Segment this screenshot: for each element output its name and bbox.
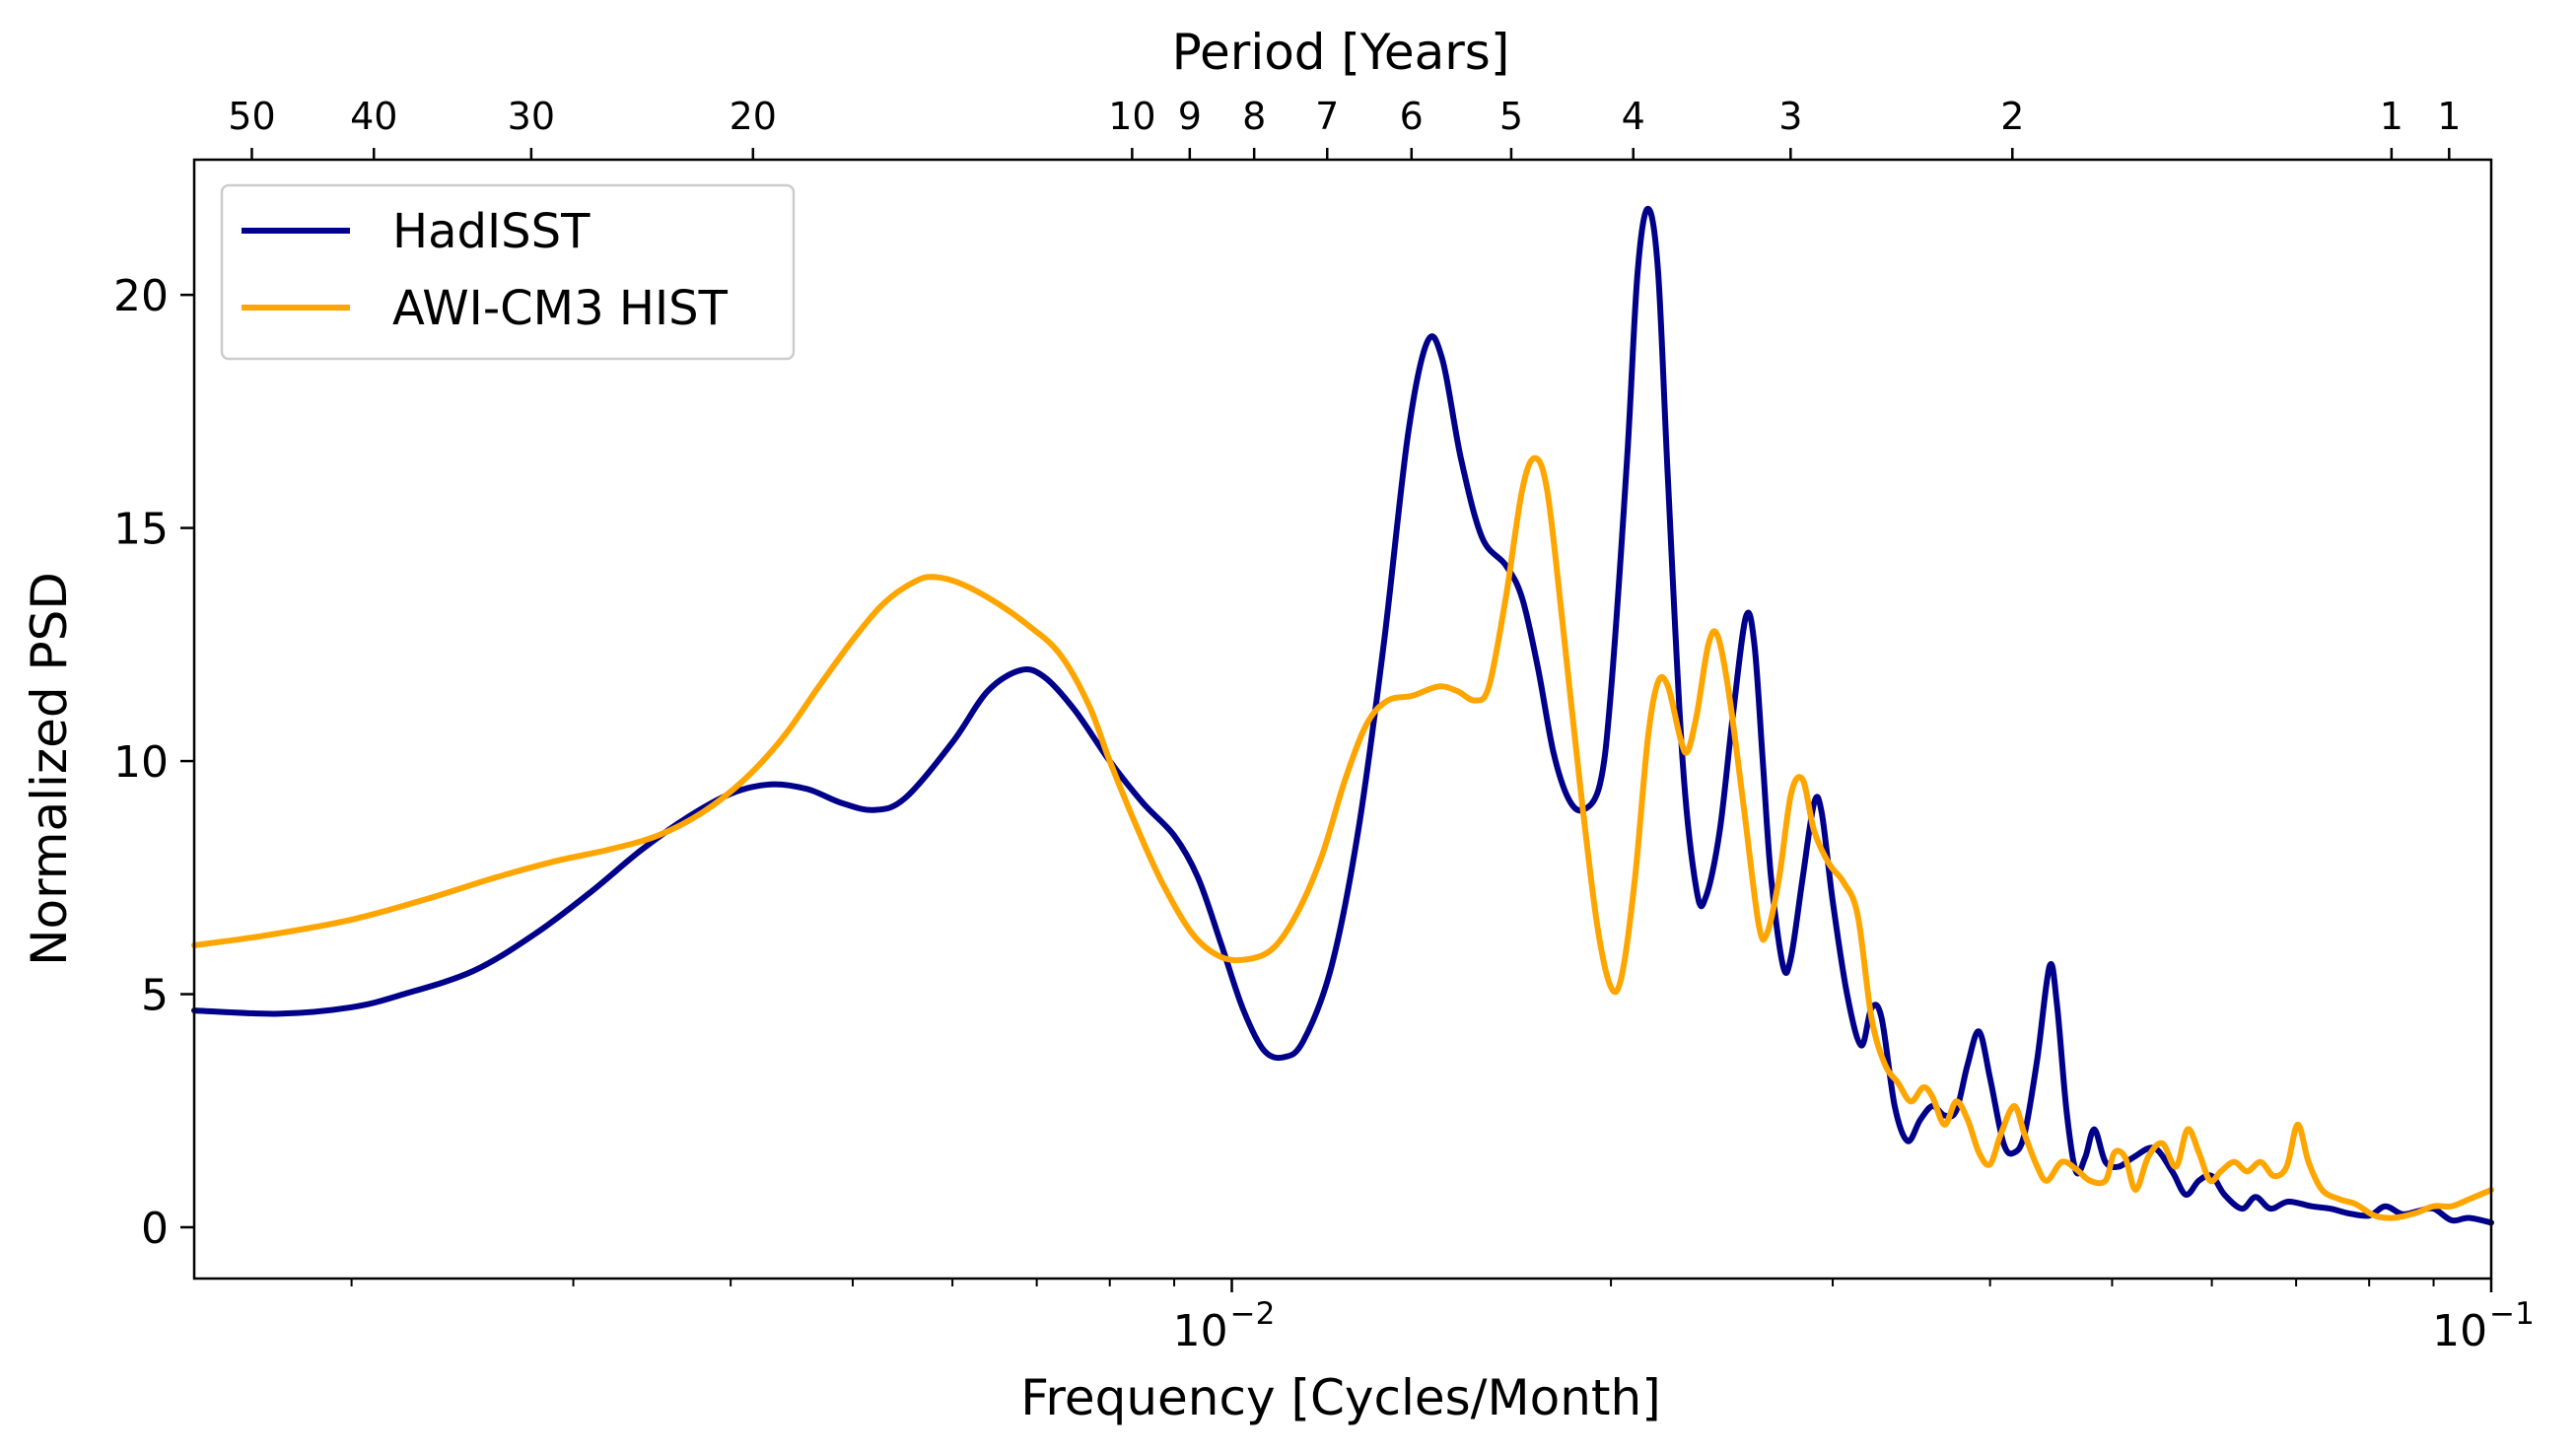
x-axis-ticks: 10−2 10−1 xyxy=(350,1279,2535,1356)
x-tick-label: 10−2 xyxy=(1173,1296,1276,1356)
top-axis-title: Period [Years] xyxy=(1172,24,1510,81)
top-tick-label: 30 xyxy=(508,95,555,138)
top-tick-label: 9 xyxy=(1178,95,1202,138)
y-axis-title: Normalized PSD xyxy=(21,572,78,966)
top-tick-label: 1 xyxy=(2380,95,2403,138)
top-tick-label: 4 xyxy=(1622,95,1645,138)
top-tick-label: 2 xyxy=(2000,95,2024,138)
y-tick-label: 0 xyxy=(141,1204,169,1254)
top-tick-label: 3 xyxy=(1778,95,1802,138)
top-axis-ticks: 50 40 30 20 10 9 8 7 6 5 4 3 2 1 1 xyxy=(228,95,2461,160)
y-tick-label: 15 xyxy=(113,505,169,555)
y-tick-label: 20 xyxy=(113,271,169,321)
top-tick-label: 50 xyxy=(228,95,275,138)
top-tick-label: 20 xyxy=(730,95,777,138)
plot-frame xyxy=(192,158,2493,1281)
x-axis-title: Frequency [Cycles/Month] xyxy=(1020,1369,1660,1426)
y-tick-label: 10 xyxy=(113,737,169,788)
legend-label: HadISST xyxy=(392,204,591,259)
legend-box xyxy=(220,183,796,361)
top-tick-label: 7 xyxy=(1315,95,1339,138)
top-tick-label: 8 xyxy=(1242,95,1266,138)
top-tick-label: 10 xyxy=(1108,95,1155,138)
y-axis-ticks: 0 5 10 15 20 xyxy=(113,271,194,1254)
plot-area-border xyxy=(192,158,2493,1281)
y-tick-label: 5 xyxy=(141,971,169,1021)
legend-label: AWI-CM3 HIST xyxy=(392,281,729,336)
series-lines xyxy=(191,205,2494,1226)
legend: HadISST AWI-CM3 HIST xyxy=(220,183,796,361)
series-line-awi-cm3-hist xyxy=(191,454,2494,1221)
top-tick-label: 40 xyxy=(350,95,397,138)
series-line-hadisst xyxy=(191,205,2494,1226)
top-tick-label: 1 xyxy=(2437,95,2461,138)
top-tick-label: 6 xyxy=(1400,95,1424,138)
top-tick-label: 5 xyxy=(1499,95,1523,138)
x-tick-label: 10−1 xyxy=(2432,1296,2535,1356)
